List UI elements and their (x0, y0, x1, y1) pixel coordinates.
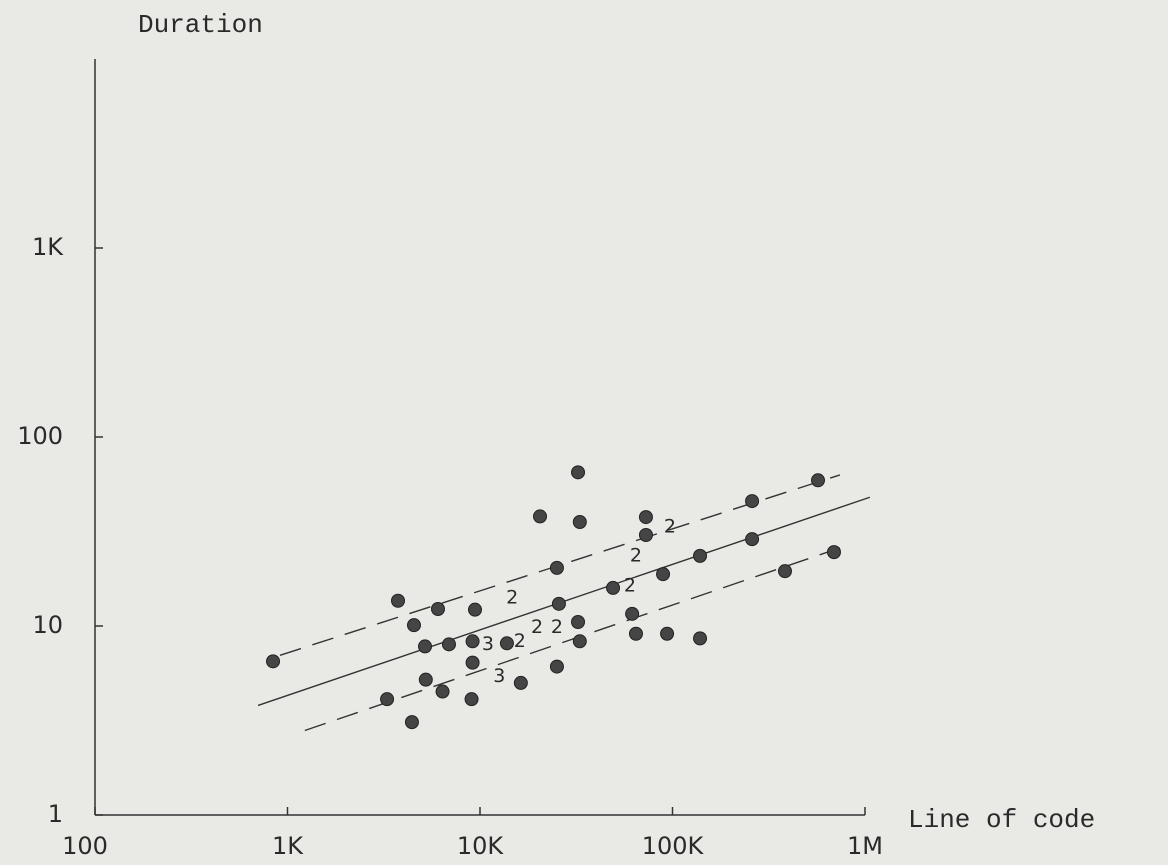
point (468, 602, 483, 617)
y-tick-label: 1K (32, 233, 64, 261)
point (625, 606, 640, 621)
multiplicity-label: 2 (624, 574, 636, 596)
x-tick-label: 10K (457, 832, 505, 860)
point (551, 596, 566, 611)
point (606, 580, 621, 595)
point (826, 545, 841, 560)
y-axis-label: Duration (138, 10, 263, 40)
point (638, 528, 653, 543)
point (266, 654, 281, 669)
y-tick-label: 1 (48, 800, 63, 828)
point (571, 465, 586, 480)
multiplicity-label: 2 (531, 616, 543, 638)
point (549, 560, 564, 575)
multiplicity-label: 2 (514, 630, 526, 652)
multiplicity-label: 3 (493, 665, 505, 687)
point (571, 614, 586, 629)
multiplicity-label: 3 (482, 633, 494, 655)
point (513, 675, 528, 690)
point (441, 637, 456, 652)
point (777, 564, 792, 579)
point (499, 636, 514, 651)
point (811, 473, 826, 488)
point (430, 602, 445, 617)
point (464, 692, 479, 707)
point (380, 692, 395, 707)
point (435, 684, 450, 699)
point (693, 548, 708, 563)
point (638, 510, 653, 525)
point (406, 618, 421, 633)
multiplicity-label: 2 (630, 544, 642, 566)
point (628, 626, 643, 641)
point (656, 567, 671, 582)
y-tick-label: 100 (17, 422, 63, 450)
point (533, 509, 548, 524)
multiplicity-label: 2 (551, 616, 563, 638)
point (572, 634, 587, 649)
point (745, 532, 760, 547)
multiplicity-label: 2 (664, 516, 676, 538)
point (745, 494, 760, 509)
y-tick-label: 10 (32, 611, 63, 639)
x-tick-label: 1M (847, 832, 883, 860)
point (465, 655, 480, 670)
x-tick-label: 100 (62, 832, 108, 860)
point (693, 631, 708, 646)
x-axis-label: Line of code (908, 805, 1095, 835)
point (418, 672, 433, 687)
point (465, 634, 480, 649)
point (660, 626, 675, 641)
point (549, 659, 564, 674)
point (572, 515, 587, 530)
x-tick-label: 1K (272, 832, 304, 860)
fit-line (304, 547, 841, 732)
multiplicity-label: 2 (506, 586, 518, 608)
x-tick-label: 100K (642, 832, 705, 860)
point (391, 593, 406, 608)
point (418, 639, 433, 654)
point (404, 715, 419, 730)
